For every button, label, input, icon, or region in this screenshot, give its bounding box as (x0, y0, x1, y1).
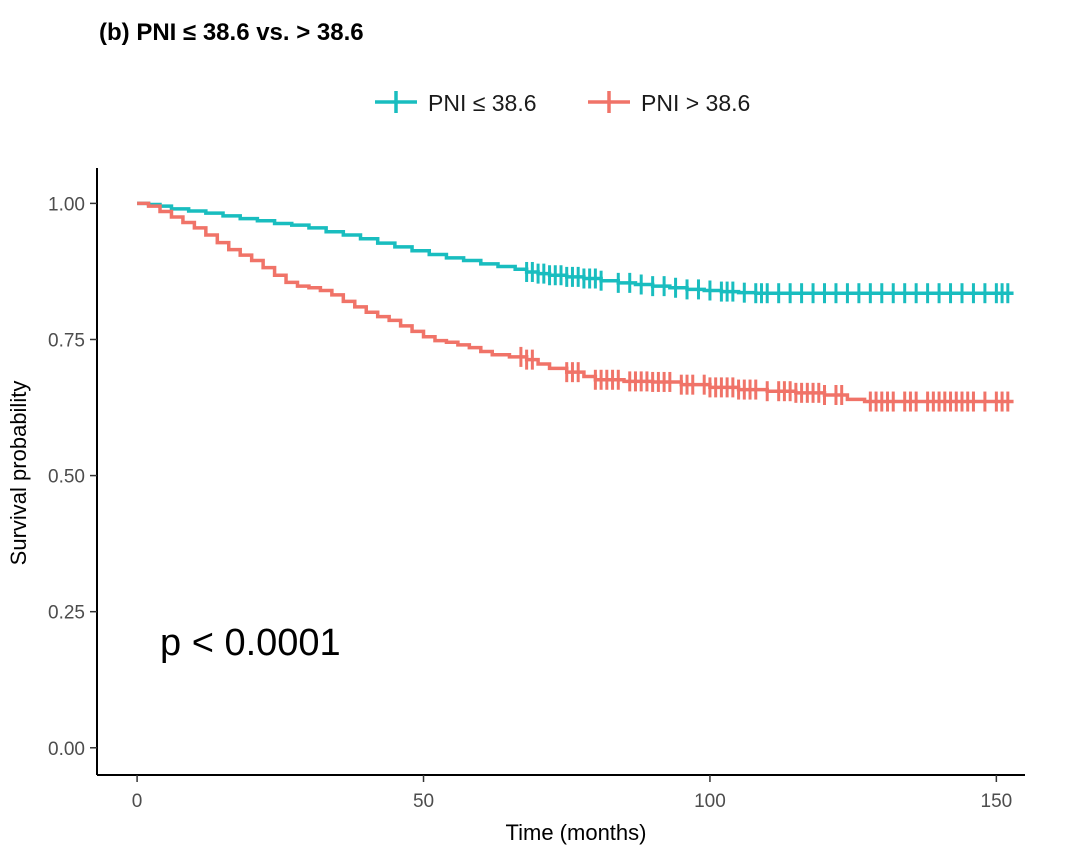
x-axis-title: Time (months) (506, 820, 647, 845)
x-tick-label: 0 (132, 791, 143, 812)
survival-curve-low-pni (137, 201, 1014, 295)
x-tick-label: 100 (694, 791, 726, 812)
survival-curve-high-pni (137, 201, 1014, 404)
plot-area (137, 201, 1014, 412)
y-axis: 0.00 0.25 0.50 0.75 1.00 (48, 168, 98, 775)
x-axis: 0 50 100 150 (97, 774, 1025, 812)
legend: PNI ≤ 38.6 PNI > 38.6 (375, 90, 750, 116)
x-tick-label: 150 (981, 791, 1013, 812)
p-value-annotation: p < 0.0001 (160, 622, 341, 664)
y-tick-label: 0.00 (48, 739, 85, 760)
y-tick-label: 1.00 (48, 194, 85, 215)
legend-label: PNI > 38.6 (641, 90, 750, 116)
legend-label: PNI ≤ 38.6 (428, 90, 537, 116)
y-tick-label: 0.50 (48, 467, 85, 488)
x-tick-label: 50 (413, 791, 434, 812)
y-axis-title: Survival probability (6, 381, 31, 566)
y-tick-label: 0.25 (48, 603, 85, 624)
chart-title: (b) PNI ≤ 38.6 vs. > 38.6 (99, 19, 364, 46)
y-tick-label: 0.75 (48, 330, 85, 351)
